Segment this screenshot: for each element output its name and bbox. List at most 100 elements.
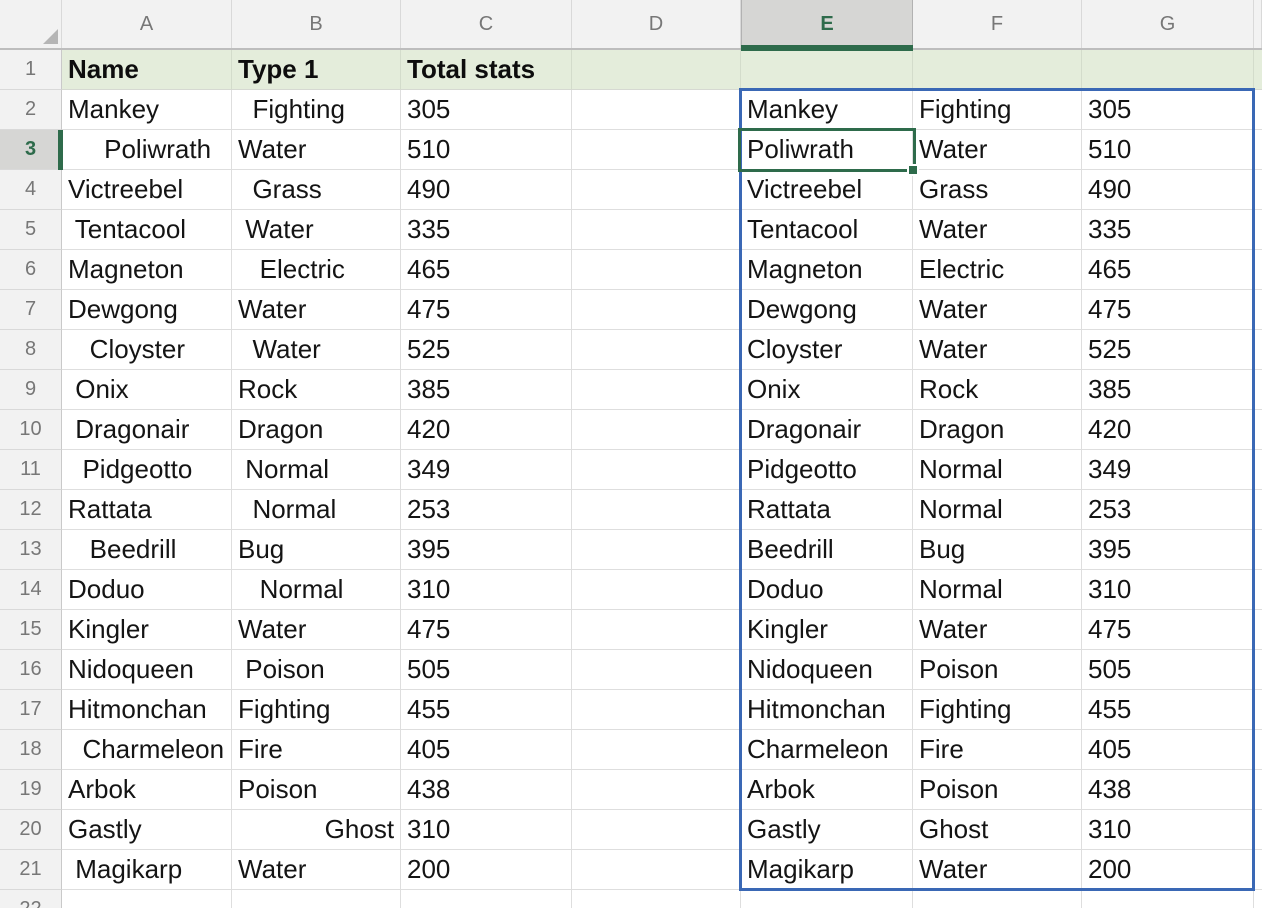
row-header-2[interactable]: 2: [0, 90, 62, 130]
cell-D6[interactable]: [572, 250, 741, 290]
cell-G14[interactable]: 310: [1082, 570, 1254, 610]
cell-F19[interactable]: Poison: [913, 770, 1082, 810]
cell-B10[interactable]: Dragon: [232, 410, 401, 450]
cell-E5[interactable]: Tentacool: [741, 210, 913, 250]
cell-B2[interactable]: Fighting: [232, 90, 401, 130]
cell-H15[interactable]: [1254, 610, 1262, 650]
cell-A10[interactable]: Dragonair: [62, 410, 232, 450]
cell-E7[interactable]: Dewgong: [741, 290, 913, 330]
cell-H22[interactable]: [1254, 890, 1262, 908]
cell-A7[interactable]: Dewgong: [62, 290, 232, 330]
cell-C12[interactable]: 253: [401, 490, 572, 530]
cell-E11[interactable]: Pidgeotto: [741, 450, 913, 490]
cell-C7[interactable]: 475: [401, 290, 572, 330]
cell-B13[interactable]: Bug: [232, 530, 401, 570]
cell-D16[interactable]: [572, 650, 741, 690]
cell-H3[interactable]: [1254, 130, 1262, 170]
cell-D15[interactable]: [572, 610, 741, 650]
cell-B12[interactable]: Normal: [232, 490, 401, 530]
cell-A4[interactable]: Victreebel: [62, 170, 232, 210]
cell-G18[interactable]: 405: [1082, 730, 1254, 770]
cell-C8[interactable]: 525: [401, 330, 572, 370]
cell-E3[interactable]: Poliwrath: [741, 130, 913, 170]
cell-H1[interactable]: [1254, 50, 1262, 90]
cell-H12[interactable]: [1254, 490, 1262, 530]
cell-A18[interactable]: Charmeleon: [62, 730, 232, 770]
cell-B4[interactable]: Grass: [232, 170, 401, 210]
cell-H4[interactable]: [1254, 170, 1262, 210]
cell-E19[interactable]: Arbok: [741, 770, 913, 810]
cell-D10[interactable]: [572, 410, 741, 450]
cell-E21[interactable]: Magikarp: [741, 850, 913, 890]
cell-B3[interactable]: Water: [232, 130, 401, 170]
cell-E16[interactable]: Nidoqueen: [741, 650, 913, 690]
cell-H13[interactable]: [1254, 530, 1262, 570]
cell-A2[interactable]: Mankey: [62, 90, 232, 130]
cell-C10[interactable]: 420: [401, 410, 572, 450]
column-header-A[interactable]: A: [62, 0, 232, 48]
cell-B19[interactable]: Poison: [232, 770, 401, 810]
cell-F20[interactable]: Ghost: [913, 810, 1082, 850]
cell-B22[interactable]: [232, 890, 401, 908]
cell-F22[interactable]: [913, 890, 1082, 908]
cell-H21[interactable]: [1254, 850, 1262, 890]
row-header-22[interactable]: 22: [0, 890, 62, 908]
cell-D2[interactable]: [572, 90, 741, 130]
row-header-10[interactable]: 10: [0, 410, 62, 450]
cell-E13[interactable]: Beedrill: [741, 530, 913, 570]
cell-B7[interactable]: Water: [232, 290, 401, 330]
cell-B21[interactable]: Water: [232, 850, 401, 890]
cell-F16[interactable]: Poison: [913, 650, 1082, 690]
cell-B6[interactable]: Electric: [232, 250, 401, 290]
cell-C4[interactable]: 490: [401, 170, 572, 210]
cell-A16[interactable]: Nidoqueen: [62, 650, 232, 690]
cell-F8[interactable]: Water: [913, 330, 1082, 370]
cell-B20[interactable]: Ghost: [232, 810, 401, 850]
cell-E20[interactable]: Gastly: [741, 810, 913, 850]
cell-E8[interactable]: Cloyster: [741, 330, 913, 370]
cell-G19[interactable]: 438: [1082, 770, 1254, 810]
cell-B18[interactable]: Fire: [232, 730, 401, 770]
cell-C21[interactable]: 200: [401, 850, 572, 890]
row-header-7[interactable]: 7: [0, 290, 62, 330]
row-header-17[interactable]: 17: [0, 690, 62, 730]
cell-H20[interactable]: [1254, 810, 1262, 850]
cell-B8[interactable]: Water: [232, 330, 401, 370]
cell-H8[interactable]: [1254, 330, 1262, 370]
row-header-21[interactable]: 21: [0, 850, 62, 890]
cell-F10[interactable]: Dragon: [913, 410, 1082, 450]
row-header-12[interactable]: 12: [0, 490, 62, 530]
cell-E12[interactable]: Rattata: [741, 490, 913, 530]
row-header-9[interactable]: 9: [0, 370, 62, 410]
select-all-corner[interactable]: [0, 0, 62, 48]
cell-H19[interactable]: [1254, 770, 1262, 810]
row-header-8[interactable]: 8: [0, 330, 62, 370]
cell-D20[interactable]: [572, 810, 741, 850]
cell-C11[interactable]: 349: [401, 450, 572, 490]
cell-F17[interactable]: Fighting: [913, 690, 1082, 730]
cell-D8[interactable]: [572, 330, 741, 370]
cell-C6[interactable]: 465: [401, 250, 572, 290]
cell-E17[interactable]: Hitmonchan: [741, 690, 913, 730]
cell-C15[interactable]: 475: [401, 610, 572, 650]
cell-A8[interactable]: Cloyster: [62, 330, 232, 370]
cell-E10[interactable]: Dragonair: [741, 410, 913, 450]
cell-G10[interactable]: 420: [1082, 410, 1254, 450]
cell-G3[interactable]: 510: [1082, 130, 1254, 170]
cell-C16[interactable]: 505: [401, 650, 572, 690]
cell-D4[interactable]: [572, 170, 741, 210]
column-header-C[interactable]: C: [401, 0, 572, 48]
cell-F9[interactable]: Rock: [913, 370, 1082, 410]
column-header-E[interactable]: E: [741, 0, 913, 48]
cell-H9[interactable]: [1254, 370, 1262, 410]
cell-F15[interactable]: Water: [913, 610, 1082, 650]
row-header-14[interactable]: 14: [0, 570, 62, 610]
cell-B9[interactable]: Rock: [232, 370, 401, 410]
cell-F2[interactable]: Fighting: [913, 90, 1082, 130]
cell-E9[interactable]: Onix: [741, 370, 913, 410]
cell-C5[interactable]: 335: [401, 210, 572, 250]
cell-G17[interactable]: 455: [1082, 690, 1254, 730]
cell-G21[interactable]: 200: [1082, 850, 1254, 890]
cell-H17[interactable]: [1254, 690, 1262, 730]
row-header-19[interactable]: 19: [0, 770, 62, 810]
